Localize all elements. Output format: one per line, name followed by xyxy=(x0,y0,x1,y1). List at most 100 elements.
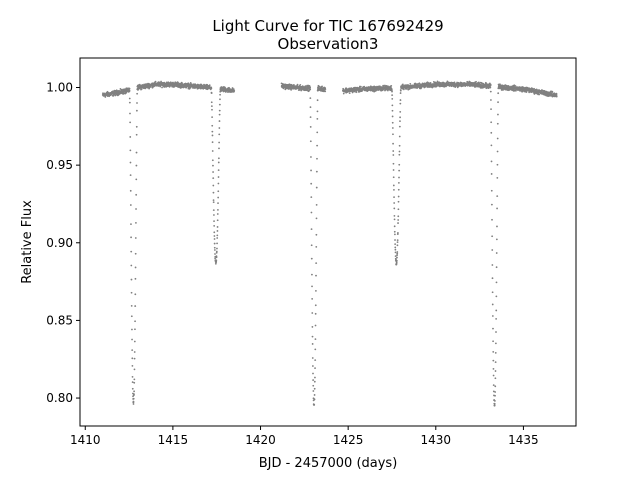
data-point xyxy=(399,111,402,113)
data-point xyxy=(551,90,554,93)
data-point xyxy=(396,239,399,241)
data-point xyxy=(133,357,136,360)
data-point xyxy=(129,136,132,138)
data-point xyxy=(314,324,317,327)
data-point xyxy=(515,89,517,92)
data-point xyxy=(495,331,497,333)
data-point xyxy=(492,367,495,370)
data-point xyxy=(312,379,315,381)
data-point xyxy=(494,391,497,393)
data-point xyxy=(314,304,317,307)
data-point xyxy=(494,370,497,372)
data-point xyxy=(394,233,396,236)
data-point xyxy=(134,266,137,269)
data-point xyxy=(538,93,541,96)
data-point xyxy=(392,150,395,152)
data-point xyxy=(215,256,218,259)
data-point xyxy=(214,257,217,260)
data-point xyxy=(315,246,318,248)
data-point xyxy=(210,105,213,108)
data-point xyxy=(231,87,234,89)
data-point xyxy=(491,303,494,306)
data-point xyxy=(233,89,236,92)
data-point xyxy=(129,149,132,152)
data-point xyxy=(494,377,497,380)
data-point xyxy=(311,343,314,345)
data-point xyxy=(130,291,133,294)
data-point xyxy=(315,233,318,236)
data-point xyxy=(514,85,517,87)
data-point xyxy=(382,84,385,87)
data-point xyxy=(212,199,215,202)
data-point xyxy=(316,144,319,147)
data-point xyxy=(213,235,216,237)
data-point xyxy=(133,368,136,371)
data-point xyxy=(495,317,498,320)
data-point xyxy=(313,398,316,401)
data-point xyxy=(216,219,219,222)
data-point xyxy=(494,394,496,397)
x-axis-ticks: 1410 1415 1420 1425 1430 1435 xyxy=(70,426,539,447)
data-point xyxy=(395,261,398,264)
data-point xyxy=(217,182,220,185)
data-point xyxy=(213,214,215,216)
data-point xyxy=(210,92,213,95)
data-point xyxy=(533,87,535,90)
data-point xyxy=(134,293,137,296)
data-point xyxy=(104,96,107,98)
data-point xyxy=(128,97,131,100)
data-point xyxy=(219,93,221,96)
data-point xyxy=(391,127,394,129)
data-point xyxy=(499,83,501,86)
data-point xyxy=(311,312,314,314)
data-point xyxy=(398,135,401,138)
data-point xyxy=(311,297,314,300)
data-point xyxy=(491,315,494,317)
data-point xyxy=(218,109,221,112)
data-point xyxy=(314,367,316,370)
data-point xyxy=(311,326,314,328)
data-point xyxy=(212,209,215,212)
data-point xyxy=(213,224,216,227)
data-point xyxy=(217,202,219,205)
data-point xyxy=(390,84,393,87)
y-axis-label: Relative Flux xyxy=(20,200,35,284)
data-point xyxy=(216,237,219,239)
data-point xyxy=(313,404,316,406)
data-point xyxy=(485,87,488,90)
data-point xyxy=(397,200,400,203)
data-point xyxy=(496,122,499,125)
data-point xyxy=(311,335,314,338)
data-point xyxy=(131,349,134,352)
data-point xyxy=(495,309,498,312)
data-point xyxy=(211,141,214,144)
data-point xyxy=(315,217,318,220)
data-point xyxy=(129,189,132,192)
data-point xyxy=(494,400,496,402)
data-point xyxy=(313,380,316,383)
data-point xyxy=(309,88,312,91)
data-point xyxy=(129,121,132,124)
data-point xyxy=(112,90,115,93)
data-point xyxy=(496,177,499,179)
data-point xyxy=(310,196,313,198)
data-point xyxy=(131,328,133,331)
data-point xyxy=(496,225,498,228)
data-point xyxy=(218,147,220,150)
data-point xyxy=(491,249,494,251)
data-point xyxy=(216,234,219,237)
data-point xyxy=(324,88,327,91)
data-point xyxy=(392,133,394,136)
data-point xyxy=(132,401,135,403)
data-point xyxy=(216,230,219,232)
data-point xyxy=(215,250,218,253)
data-point xyxy=(492,359,495,362)
plot-frame xyxy=(79,57,577,427)
data-point xyxy=(396,244,399,247)
data-point xyxy=(131,375,134,378)
data-point xyxy=(134,320,136,323)
data-point xyxy=(492,327,494,330)
data-point xyxy=(213,249,216,251)
